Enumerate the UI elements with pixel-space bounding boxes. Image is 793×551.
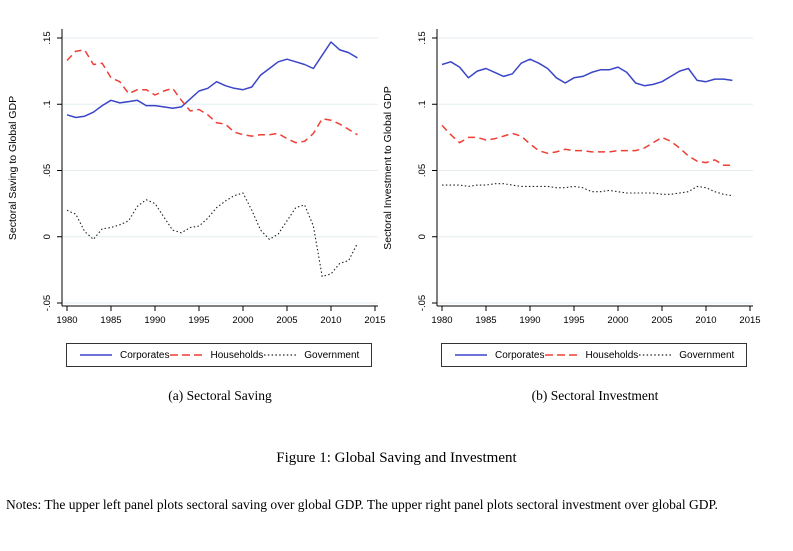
y-tick-label: .15 — [42, 31, 53, 44]
x-tick-label: 1995 — [563, 315, 584, 326]
x-tick-label: 1990 — [519, 315, 540, 326]
legend-entry-government: Government — [638, 350, 734, 361]
series-corporates — [66, 41, 358, 119]
x-tick-label: 2005 — [651, 315, 672, 326]
government-line-sample — [264, 354, 297, 356]
y-tick-label: 0 — [42, 234, 53, 239]
households-line-sample — [170, 354, 203, 356]
legend-label: Government — [304, 349, 360, 361]
x-tick-label: 1985 — [475, 315, 496, 326]
series-households — [66, 49, 358, 144]
x-tick-label: 2000 — [232, 315, 253, 326]
panel-caption-a: (a) Sectoral Saving — [168, 388, 272, 403]
x-tick-label: 2000 — [607, 315, 628, 326]
x-tick-label: 2015 — [364, 315, 385, 326]
x-tick-label: 2010 — [695, 315, 716, 326]
corporates-line-sample — [455, 354, 487, 356]
y-axis-title: Sectoral Investment to Global GDP — [382, 86, 394, 249]
households-line-sample — [545, 354, 578, 356]
y-tick-label: .05 — [42, 164, 53, 177]
y-tick-label: .1 — [417, 100, 428, 108]
y-tick-label: 0 — [417, 234, 428, 239]
series-corporates — [441, 58, 733, 87]
x-tick-label: 1980 — [56, 315, 77, 326]
corporates-line-sample — [80, 354, 112, 356]
legend-label: Government — [679, 349, 735, 361]
y-tick-label: -.05 — [417, 295, 428, 311]
y-tick-label: -.05 — [42, 295, 53, 311]
legend-entry-corporates: Corporates — [79, 350, 169, 361]
series-government — [66, 192, 358, 278]
legend-saving: Corporates Households Government — [66, 343, 372, 367]
legend-label: Households — [585, 349, 639, 361]
government-line-sample — [639, 354, 672, 356]
x-tick-label: 2005 — [276, 315, 297, 326]
figure-caption: Figure 1: Global Saving and Investment — [276, 450, 517, 466]
panel-caption-b: (b) Sectoral Investment — [531, 388, 659, 403]
y-tick-label: .1 — [42, 100, 53, 108]
legend-entry-corporates: Corporates — [454, 350, 544, 361]
x-tick-label: 1980 — [431, 315, 452, 326]
x-tick-label: 1990 — [144, 315, 165, 326]
legend-investment: Corporates Households Government — [441, 343, 747, 367]
y-tick-label: .15 — [417, 31, 428, 44]
y-tick-label: .05 — [417, 164, 428, 177]
y-axis-title: Sectoral Saving to Global GDP — [7, 96, 19, 240]
x-tick-label: 2010 — [320, 315, 341, 326]
legend-label: Corporates — [120, 349, 170, 361]
series-households — [441, 124, 733, 166]
series-government — [442, 183, 733, 197]
x-tick-label: 2015 — [739, 315, 760, 326]
x-tick-label: 1995 — [188, 315, 209, 326]
legend-label: Households — [210, 349, 264, 361]
figure-notes: Notes: The upper left panel plots sector… — [6, 497, 718, 512]
legend-entry-households: Households — [169, 350, 263, 361]
x-tick-label: 1985 — [100, 315, 121, 326]
legend-entry-government: Government — [263, 350, 359, 361]
legend-label: Corporates — [495, 349, 545, 361]
legend-entry-households: Households — [544, 350, 638, 361]
